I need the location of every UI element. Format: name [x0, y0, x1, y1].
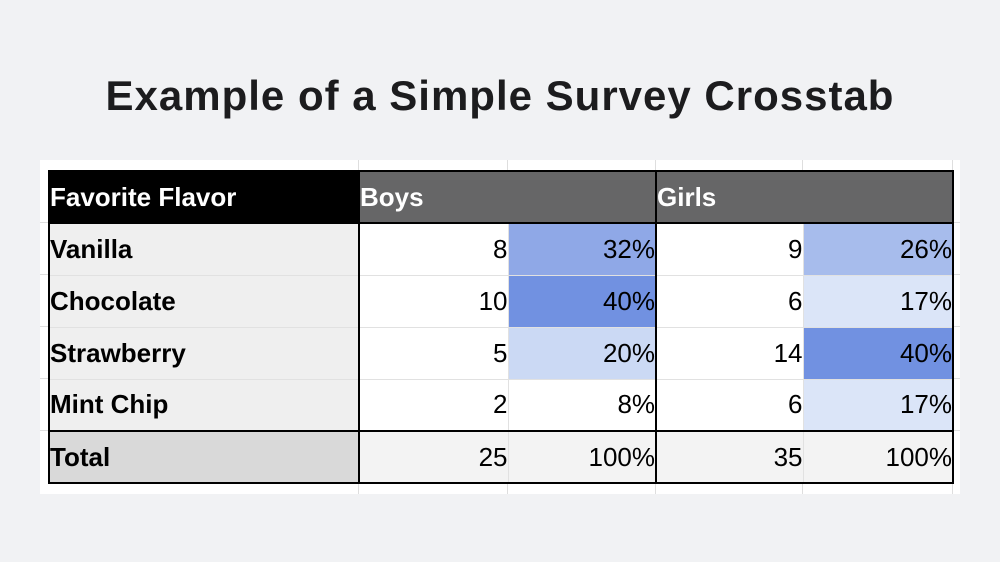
- girls-count-cell: 6: [656, 378, 804, 431]
- boys-count-cell: 8: [359, 223, 509, 275]
- total-girls-pct-cell: 100%: [803, 430, 954, 483]
- girls-pct-cell: 17%: [803, 378, 954, 431]
- girls-pct-cell: 26%: [803, 223, 954, 275]
- girls-count-cell: 14: [656, 326, 804, 379]
- girls-count-cell: 6: [656, 274, 804, 327]
- girls-pct-cell: 17%: [803, 274, 954, 327]
- flavor-cell: Mint Chip: [49, 378, 360, 431]
- page-title: Example of a Simple Survey Crosstab: [105, 72, 895, 119]
- flavor-cell: Strawberry: [49, 326, 360, 379]
- table-row-total: Total 25 100% 35 100%: [49, 430, 954, 483]
- header-boys: Boys: [359, 171, 658, 224]
- table-row-strawberry: Strawberry 5 20% 14 40%: [49, 326, 954, 379]
- boys-count-cell: 5: [359, 326, 509, 379]
- girls-pct-cell: 40%: [803, 326, 954, 379]
- total-label-cell: Total: [49, 430, 360, 483]
- header-girls: Girls: [656, 171, 954, 224]
- girls-count-cell: 9: [656, 223, 804, 275]
- table-header-row: Favorite Flavor Boys Girls: [49, 171, 954, 224]
- crosstab-table: Favorite Flavor Boys Girls Vanilla 8 32%…: [48, 170, 955, 484]
- flavor-cell: Vanilla: [49, 223, 360, 275]
- boys-pct-cell: 32%: [508, 223, 658, 275]
- total-boys-pct-cell: 100%: [508, 430, 658, 483]
- total-girls-count-cell: 35: [656, 430, 804, 483]
- total-boys-count-cell: 25: [359, 430, 509, 483]
- table-row-mint-chip: Mint Chip 2 8% 6 17%: [49, 378, 954, 431]
- header-favorite-flavor: Favorite Flavor: [49, 171, 360, 224]
- boys-pct-cell: 8%: [508, 378, 658, 431]
- table-row-vanilla: Vanilla 8 32% 9 26%: [49, 223, 954, 275]
- boys-count-cell: 2: [359, 378, 509, 431]
- boys-count-cell: 10: [359, 274, 509, 327]
- table-row-chocolate: Chocolate 10 40% 6 17%: [49, 274, 954, 327]
- flavor-cell: Chocolate: [49, 274, 360, 327]
- spreadsheet-region: Favorite Flavor Boys Girls Vanilla 8 32%…: [40, 160, 960, 494]
- boys-pct-cell: 20%: [508, 326, 658, 379]
- boys-pct-cell: 40%: [508, 274, 658, 327]
